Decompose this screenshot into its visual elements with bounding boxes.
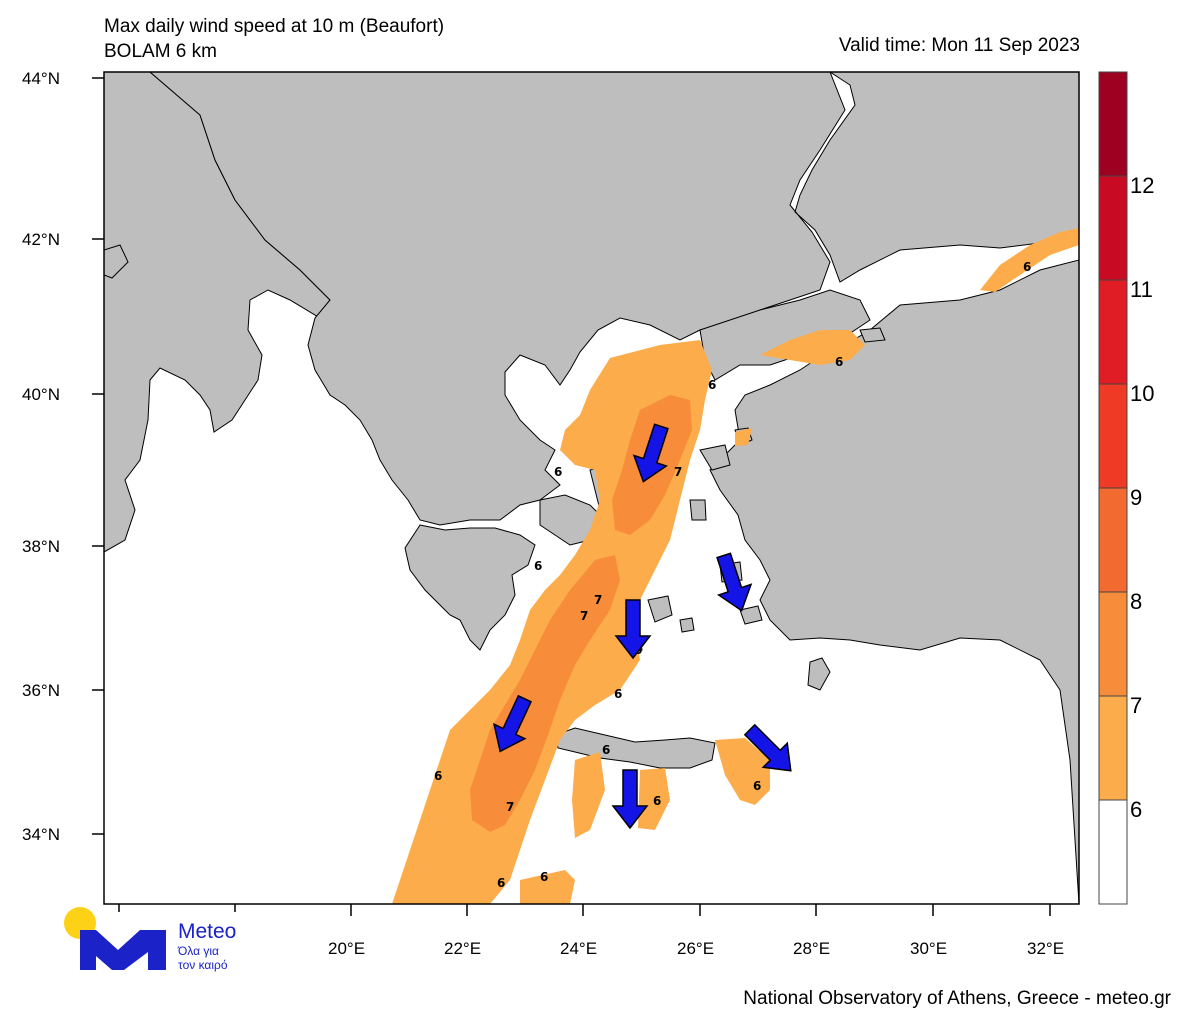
lat-labels: 44°N 42°N 40°N 38°N 36°N 34°N xyxy=(22,69,60,844)
svg-text:6: 6 xyxy=(497,876,505,890)
svg-text:26°E: 26°E xyxy=(677,939,714,958)
svg-text:38°N: 38°N xyxy=(22,537,60,556)
title-line-2: BOLAM 6 km xyxy=(104,41,217,62)
wind-arrow-icon xyxy=(716,552,753,612)
svg-text:24°E: 24°E xyxy=(560,939,597,958)
colorbar-label: 7 xyxy=(1130,693,1142,718)
svg-text:44°N: 44°N xyxy=(22,69,60,88)
svg-text:6: 6 xyxy=(653,794,661,808)
colorbar-label: 9 xyxy=(1130,485,1142,510)
wind-arrow-icon xyxy=(743,723,792,772)
svg-text:6: 6 xyxy=(614,687,622,701)
svg-text:6: 6 xyxy=(534,559,542,573)
svg-text:32°E: 32°E xyxy=(1027,939,1064,958)
logo-text: Meteo Όλα για τον καιρό xyxy=(178,920,236,972)
svg-text:6: 6 xyxy=(540,870,548,884)
logo-tagline-2: τον καιρό xyxy=(178,958,228,972)
svg-text:7: 7 xyxy=(674,465,682,479)
svg-text:7: 7 xyxy=(594,593,602,607)
svg-text:6: 6 xyxy=(708,378,716,392)
land-crete xyxy=(554,727,716,769)
map-frame xyxy=(103,71,1080,905)
land-sicily xyxy=(104,244,129,279)
valid-time: Valid time: Mon 11 Sep 2023 xyxy=(838,35,1080,56)
svg-text:6: 6 xyxy=(554,465,562,479)
svg-text:6: 6 xyxy=(1023,260,1031,274)
colorbar-label: 8 xyxy=(1130,589,1142,614)
map-title: Max daily wind speed at 10 m (Beaufort) … xyxy=(104,14,444,64)
svg-text:6: 6 xyxy=(434,769,442,783)
svg-text:34°N: 34°N xyxy=(22,825,60,844)
colorbar-label: 6 xyxy=(1130,797,1142,822)
colorbar: 12 11 10 9 8 7 6 xyxy=(1098,71,1154,905)
contour-labels: 6 6 6 6 6 6 6 6 6 6 6 6 6 7 7 7 7 xyxy=(434,260,1031,890)
svg-text:7: 7 xyxy=(506,800,514,814)
colorbar-label: 11 xyxy=(1130,277,1153,302)
wind-arrow-icon xyxy=(492,694,533,753)
colorbar-label: 10 xyxy=(1130,381,1154,406)
svg-text:22°E: 22°E xyxy=(444,939,481,958)
footer-credit: National Observatory of Athens, Greece -… xyxy=(743,988,1171,1009)
svg-text:36°N: 36°N xyxy=(22,681,60,700)
colorbar-label: 12 xyxy=(1130,173,1154,198)
logo-name: Meteo xyxy=(178,920,237,943)
logo-tagline-1: Όλα για xyxy=(178,944,219,958)
wind-arrow-icon xyxy=(632,423,669,483)
svg-text:6: 6 xyxy=(835,355,843,369)
svg-text:20°E: 20°E xyxy=(328,939,365,958)
svg-text:28°E: 28°E xyxy=(793,939,830,958)
wind-arrow-icon xyxy=(611,769,649,830)
land-rhodes xyxy=(807,657,831,691)
svg-text:7: 7 xyxy=(580,609,588,623)
tick-marks xyxy=(92,77,1051,916)
wind-arrows xyxy=(492,423,792,830)
land-peloponnese xyxy=(404,524,536,651)
title-line-1: Max daily wind speed at 10 m (Beaufort) xyxy=(104,16,445,37)
svg-text:30°E: 30°E xyxy=(910,939,947,958)
lon-labels: 20°E 22°E 24°E 26°E 28°E 30°E 32°E xyxy=(328,939,1064,958)
svg-text:42°N: 42°N xyxy=(22,230,60,249)
svg-text:6: 6 xyxy=(602,743,610,757)
m-logo-icon xyxy=(80,930,166,970)
svg-text:40°N: 40°N xyxy=(22,385,60,404)
meteo-logo xyxy=(64,907,166,970)
land-balkans xyxy=(149,72,1079,526)
svg-text:6: 6 xyxy=(753,779,761,793)
map-area: 6 6 6 6 6 6 6 6 6 6 6 6 6 7 7 7 7 xyxy=(104,72,1079,904)
wind-arrow-icon xyxy=(614,599,652,660)
